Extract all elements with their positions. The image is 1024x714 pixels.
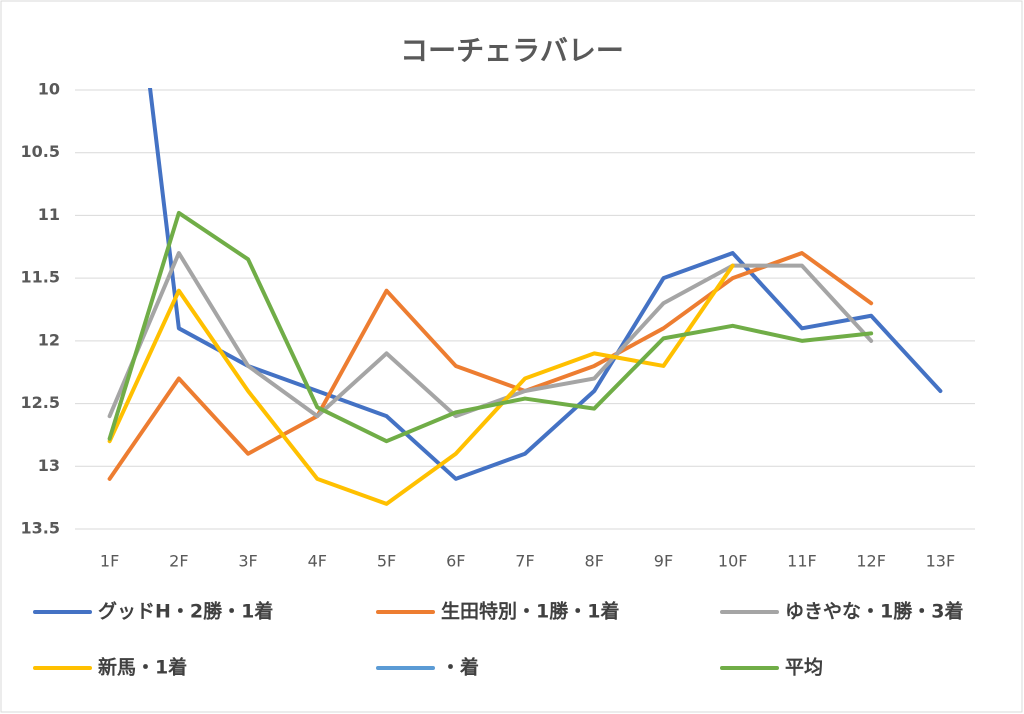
y-tick-label: 10.5 [21, 142, 60, 161]
x-tick-label: 11F [787, 552, 817, 571]
x-tick-label: 3F [238, 552, 257, 571]
y-tick-label: 12.5 [21, 393, 60, 412]
legend-label: ・着 [441, 656, 479, 679]
y-tick-label: 13.5 [21, 519, 60, 538]
plot-area [107, 88, 943, 506]
x-tick-label: 12F [856, 552, 886, 571]
series-line [107, 251, 874, 481]
x-tick-label: 2F [169, 552, 188, 571]
x-tick-label: 6F [446, 552, 465, 571]
x-tick-label: 4F [308, 552, 327, 571]
x-tick-label: 5F [377, 552, 396, 571]
y-tick-label: 10 [38, 80, 60, 99]
series-line [107, 263, 735, 506]
legend-label: ゆきやな・1勝・3着 [785, 600, 963, 623]
x-tick-label: 10F [718, 552, 748, 571]
legend-label: グッドH・2勝・1着 [98, 600, 273, 623]
x-tick-label: 8F [585, 552, 604, 571]
y-tick-label: 11 [38, 205, 60, 224]
x-tick-label: 7F [515, 552, 534, 571]
series-line [107, 210, 874, 444]
y-tick-label: 12 [38, 330, 60, 349]
legend-label: 生田特別・1勝・1着 [441, 600, 619, 623]
y-tick-label: 11.5 [21, 268, 60, 287]
legend-label: 新馬・1着 [98, 656, 187, 679]
x-tick-label: 13F [926, 552, 956, 571]
y-tick-label: 13 [38, 456, 60, 475]
chart-title: コーチェラバレー [400, 34, 624, 67]
x-tick-label: 1F [100, 552, 119, 571]
x-tick-label: 9F [654, 552, 673, 571]
legend-label: 平均 [785, 656, 823, 679]
